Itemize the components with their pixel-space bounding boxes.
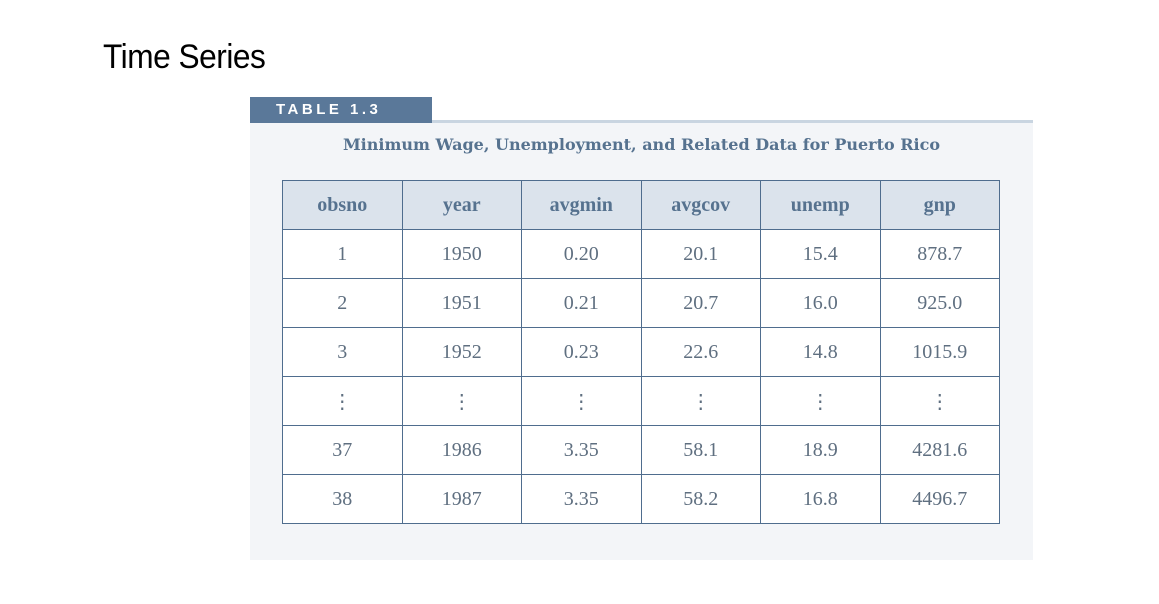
- vertical-ellipsis-cell: ⋮: [521, 376, 642, 426]
- table-cell: 878.7: [879, 229, 1000, 279]
- column-header-unemp: unemp: [760, 180, 881, 230]
- slide-title: Time Series: [103, 38, 266, 76]
- table-row: 37 1986 3.35 58.1 18.9 4281.6: [282, 425, 1000, 475]
- table-panel-body: Minimum Wage, Unemployment, and Related …: [250, 123, 1033, 560]
- table-cell: 2: [282, 278, 403, 328]
- table-cell: 16.0: [760, 278, 881, 328]
- table-cell: 925.0: [879, 278, 1000, 328]
- column-header-gnp: gnp: [879, 180, 1000, 230]
- table-row: 38 1987 3.35 58.2 16.8 4496.7: [282, 474, 1000, 524]
- table-cell: 38: [282, 474, 403, 524]
- table-cell: 1950: [401, 229, 522, 279]
- vertical-ellipsis-cell: ⋮: [879, 376, 1000, 426]
- data-table: obsno year avgmin avgcov unemp gnp 1 195…: [282, 180, 1000, 524]
- table-header-row: obsno year avgmin avgcov unemp gnp: [282, 180, 1000, 230]
- table-cell: 14.8: [760, 327, 881, 377]
- vertical-ellipsis-cell: ⋮: [640, 376, 761, 426]
- table-panel: Minimum Wage, Unemployment, and Related …: [250, 97, 1033, 560]
- table-cell: 1952: [401, 327, 522, 377]
- table-cell: 0.20: [521, 229, 642, 279]
- table-cell: 15.4: [760, 229, 881, 279]
- header-rule: [432, 120, 1033, 123]
- table-cell: 1986: [401, 425, 522, 475]
- column-header-avgmin: avgmin: [521, 180, 642, 230]
- table-cell: 3.35: [521, 474, 642, 524]
- table-row: 3 1952 0.23 22.6 14.8 1015.9: [282, 327, 1000, 377]
- table-caption: Minimum Wage, Unemployment, and Related …: [342, 135, 941, 154]
- table-cell: 58.2: [640, 474, 761, 524]
- table-cell: 4281.6: [879, 425, 1000, 475]
- table-cell: 20.7: [640, 278, 761, 328]
- table-cell: 1: [282, 229, 403, 279]
- table-cell: 3.35: [521, 425, 642, 475]
- table-cell: 20.1: [640, 229, 761, 279]
- table-cell: 3: [282, 327, 403, 377]
- table-cell: 1015.9: [879, 327, 1000, 377]
- table-cell: 37: [282, 425, 403, 475]
- table-row: 1 1950 0.20 20.1 15.4 878.7: [282, 229, 1000, 279]
- vertical-ellipsis-cell: ⋮: [282, 376, 403, 426]
- table-cell: 1987: [401, 474, 522, 524]
- table-cell: 4496.7: [879, 474, 1000, 524]
- table-cell: 58.1: [640, 425, 761, 475]
- table-number-label: TABLE 1.3: [250, 97, 432, 123]
- column-header-year: year: [401, 180, 522, 230]
- column-header-obsno: obsno: [282, 180, 403, 230]
- table-cell: 18.9: [760, 425, 881, 475]
- table-row: 2 1951 0.21 20.7 16.0 925.0: [282, 278, 1000, 328]
- table-cell: 0.23: [521, 327, 642, 377]
- table-cell: 1951: [401, 278, 522, 328]
- vertical-ellipsis-cell: ⋮: [760, 376, 881, 426]
- column-header-avgcov: avgcov: [640, 180, 761, 230]
- table-cell: 0.21: [521, 278, 642, 328]
- table-row-ellipsis: ⋮ ⋮ ⋮ ⋮ ⋮ ⋮: [282, 376, 1000, 426]
- vertical-ellipsis-cell: ⋮: [401, 376, 522, 426]
- table-cell: 22.6: [640, 327, 761, 377]
- table-cell: 16.8: [760, 474, 881, 524]
